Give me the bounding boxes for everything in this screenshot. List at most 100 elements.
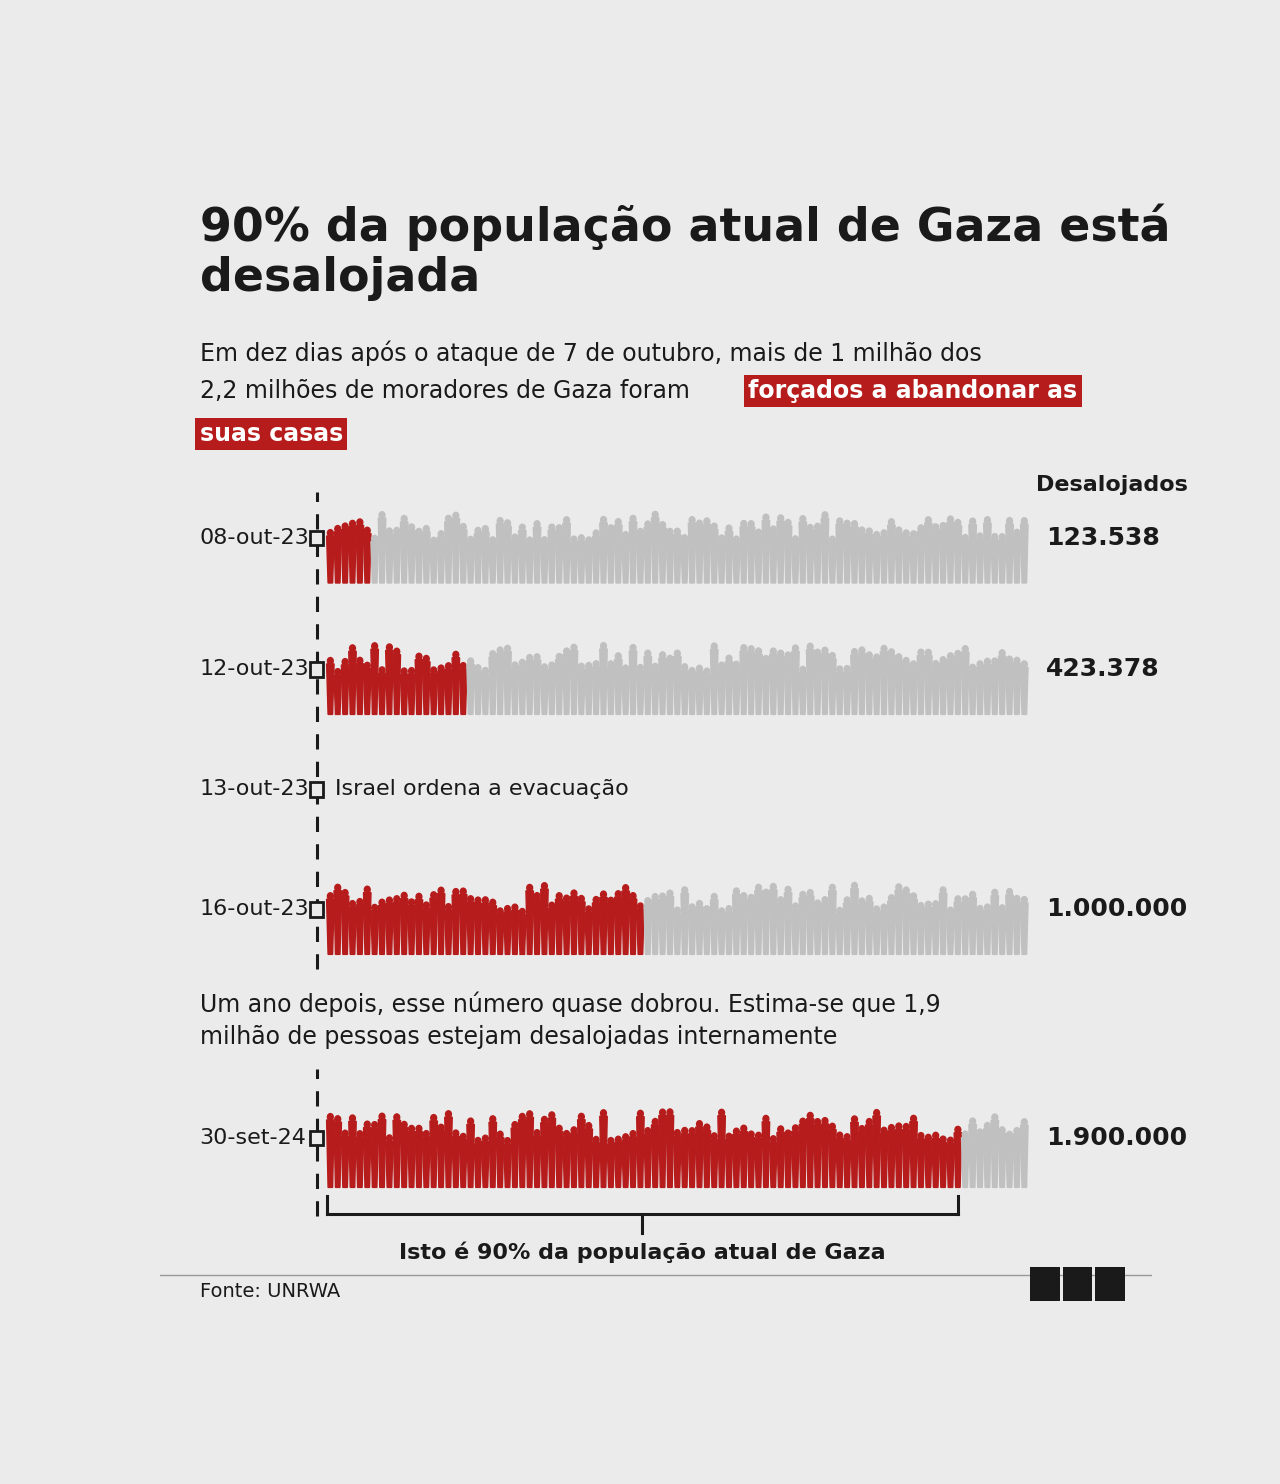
FancyBboxPatch shape <box>310 1131 323 1146</box>
Polygon shape <box>563 654 571 714</box>
Polygon shape <box>577 669 585 714</box>
Text: 08-out-23: 08-out-23 <box>200 528 310 548</box>
Circle shape <box>704 1123 710 1131</box>
Circle shape <box>653 512 658 518</box>
Polygon shape <box>740 651 748 714</box>
Circle shape <box>335 525 340 533</box>
Circle shape <box>438 1125 444 1131</box>
Circle shape <box>785 651 791 659</box>
Circle shape <box>365 886 370 893</box>
Circle shape <box>1014 1128 1020 1134</box>
Polygon shape <box>607 904 614 954</box>
Polygon shape <box>348 1122 356 1187</box>
Polygon shape <box>371 1128 379 1187</box>
Circle shape <box>829 884 836 890</box>
Polygon shape <box>415 899 422 954</box>
Circle shape <box>616 653 621 659</box>
Polygon shape <box>614 898 622 954</box>
Polygon shape <box>940 663 947 714</box>
Polygon shape <box>828 659 836 714</box>
Circle shape <box>910 893 916 899</box>
Circle shape <box>977 905 983 913</box>
Circle shape <box>504 519 511 527</box>
Circle shape <box>984 516 991 524</box>
Circle shape <box>571 536 577 543</box>
Circle shape <box>504 646 511 651</box>
Polygon shape <box>342 1137 349 1187</box>
Circle shape <box>741 893 746 899</box>
Polygon shape <box>1006 662 1014 714</box>
Circle shape <box>608 1138 614 1144</box>
Circle shape <box>704 905 710 913</box>
Circle shape <box>689 1128 695 1134</box>
Polygon shape <box>504 527 511 583</box>
Polygon shape <box>940 893 947 954</box>
Circle shape <box>445 904 452 910</box>
Polygon shape <box>762 662 769 714</box>
Circle shape <box>416 1125 422 1132</box>
Circle shape <box>918 902 924 910</box>
Polygon shape <box>762 1122 769 1187</box>
Circle shape <box>1021 896 1028 904</box>
Circle shape <box>829 653 836 659</box>
Circle shape <box>837 907 842 914</box>
Polygon shape <box>570 650 577 714</box>
Polygon shape <box>806 650 814 714</box>
Polygon shape <box>1014 902 1020 954</box>
Circle shape <box>726 656 732 662</box>
Circle shape <box>461 663 466 669</box>
Circle shape <box>970 892 975 898</box>
Circle shape <box>755 1132 762 1140</box>
Circle shape <box>859 898 865 905</box>
Circle shape <box>792 1125 799 1132</box>
Polygon shape <box>636 910 644 954</box>
Circle shape <box>483 668 488 674</box>
Polygon shape <box>497 653 504 714</box>
Polygon shape <box>969 671 977 714</box>
Polygon shape <box>769 654 777 714</box>
Circle shape <box>349 646 356 651</box>
Text: 423.378: 423.378 <box>1046 657 1160 681</box>
Polygon shape <box>998 911 1006 954</box>
Polygon shape <box>526 1117 534 1187</box>
Polygon shape <box>836 672 844 714</box>
Polygon shape <box>415 1132 422 1187</box>
Polygon shape <box>622 539 630 583</box>
Circle shape <box>822 896 828 904</box>
Polygon shape <box>430 543 438 583</box>
Polygon shape <box>961 540 969 583</box>
Circle shape <box>401 668 407 675</box>
Circle shape <box>992 657 997 665</box>
Polygon shape <box>652 899 659 954</box>
Polygon shape <box>792 542 799 583</box>
Text: Em dez dias após o ataque de 7 de outubro, mais de 1 milhão dos: Em dez dias após o ataque de 7 de outubr… <box>200 340 982 367</box>
Circle shape <box>483 1135 488 1143</box>
Polygon shape <box>814 530 822 583</box>
Circle shape <box>1014 530 1020 536</box>
Polygon shape <box>1014 536 1020 583</box>
Polygon shape <box>534 899 540 954</box>
Polygon shape <box>393 534 401 583</box>
Polygon shape <box>673 656 681 714</box>
Circle shape <box>718 536 724 542</box>
Circle shape <box>755 884 762 890</box>
Text: 2,2 milhões de moradores de Gaza foram: 2,2 milhões de moradores de Gaza foram <box>200 380 698 404</box>
Circle shape <box>785 519 791 527</box>
Polygon shape <box>681 893 689 954</box>
Circle shape <box>808 643 813 650</box>
Polygon shape <box>652 669 659 714</box>
Polygon shape <box>526 660 534 714</box>
Polygon shape <box>622 671 630 714</box>
Polygon shape <box>902 536 910 583</box>
Polygon shape <box>748 651 755 714</box>
Polygon shape <box>348 907 356 954</box>
Polygon shape <box>444 522 452 583</box>
Circle shape <box>408 899 415 905</box>
Circle shape <box>851 1116 858 1123</box>
Circle shape <box>822 512 828 518</box>
Circle shape <box>490 650 495 657</box>
Circle shape <box>431 892 436 898</box>
Polygon shape <box>504 913 511 954</box>
Circle shape <box>579 534 584 542</box>
Circle shape <box>712 524 717 530</box>
